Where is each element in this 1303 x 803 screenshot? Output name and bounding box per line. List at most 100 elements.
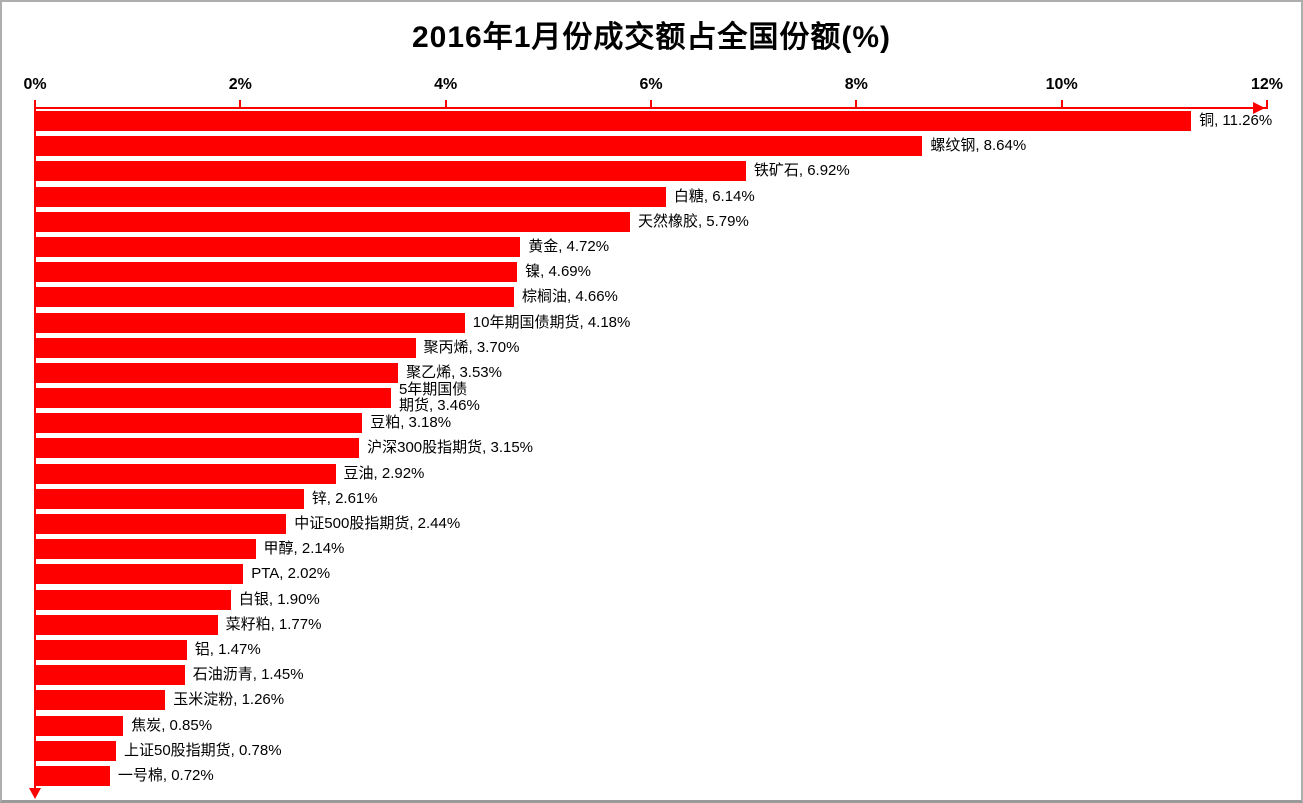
- bar-label: 白银, 1.90%: [238, 590, 320, 608]
- bar-label: 铁矿石, 6.92%: [753, 162, 850, 180]
- bar: [36, 262, 518, 283]
- bar: [36, 564, 244, 585]
- bar-row: 锌, 2.61%: [36, 488, 1267, 514]
- bar-row: 5年期国债 期货, 3.46%: [36, 382, 1267, 414]
- bar: [36, 161, 746, 182]
- bar: [36, 715, 124, 736]
- bar-row: 焦炭, 0.85%: [36, 715, 1267, 741]
- bar-row: 天然橡胶, 5.79%: [36, 211, 1267, 237]
- bar-row: PTA, 2.02%: [36, 564, 1267, 589]
- bar: [36, 740, 116, 761]
- bar: [36, 413, 363, 434]
- bar-label: 镍, 4.69%: [525, 263, 591, 281]
- x-axis: [34, 100, 1268, 114]
- x-axis-tick-label: 10%: [1045, 76, 1078, 93]
- bar-label: 白糖, 6.14%: [673, 187, 755, 205]
- bar-label: 甲醇, 2.14%: [263, 540, 345, 558]
- bar: [36, 488, 304, 509]
- bar-label: 聚丙烯, 3.70%: [423, 338, 520, 356]
- bar-label: 棕榈油, 4.66%: [522, 288, 618, 306]
- x-axis-arrow-icon: [1253, 102, 1265, 114]
- bar-label: 玉米淀粉, 1.26%: [173, 691, 285, 709]
- x-axis-tick-label: 2%: [228, 76, 252, 93]
- chart-title: 2016年1月份成交额占全国份额(%): [411, 21, 892, 54]
- bar-label: 螺纹钢, 8.64%: [930, 137, 1027, 155]
- bar-label: 沪深300股指期货, 3.15%: [367, 439, 534, 457]
- bar: [36, 111, 1192, 131]
- bar-row: 黄金, 4.72%: [36, 236, 1267, 262]
- bar: [36, 514, 287, 534]
- y-axis: [34, 107, 36, 788]
- bar-row: 玉米淀粉, 1.26%: [36, 690, 1267, 715]
- bar-label: 上证50股指期货, 0.78%: [124, 741, 282, 759]
- x-axis-tick-label: 8%: [844, 76, 868, 93]
- bar-row: 石油沥青, 1.45%: [36, 665, 1267, 690]
- x-axis-tick-label: 0%: [23, 76, 47, 93]
- bar-row: 一号棉, 0.72%: [36, 765, 1267, 791]
- bar-series: 铜, 11.26% 螺纹钢, 8.64% 铁矿石, 6.92% 白糖, 6.14% 天然…: [36, 111, 1272, 791]
- bar-row: 镍, 4.69%: [36, 262, 1267, 287]
- bar-row: 聚乙烯, 3.53%: [36, 362, 1267, 388]
- bar-row: 10年期国债期货, 4.18%: [36, 312, 1267, 338]
- bar-row: 甲醇, 2.14%: [36, 539, 1267, 564]
- bar: [36, 287, 515, 308]
- bar: [36, 463, 336, 484]
- x-axis-tick-label: 12%: [1250, 76, 1284, 93]
- bar-row: 白银, 1.90%: [36, 589, 1267, 615]
- bar-row: 豆油, 2.92%: [36, 463, 1267, 489]
- x-axis-tick-mark: [650, 100, 652, 109]
- bar-row: 上证50股指期货, 0.78%: [36, 740, 1267, 766]
- bar: [36, 312, 465, 333]
- y-axis-arrow-icon: [29, 788, 41, 799]
- x-axis-tick-mark: [444, 100, 447, 109]
- bar-label: PTA, 2.02%: [251, 565, 331, 583]
- bar-row: 中证500股指期货, 2.44%: [36, 514, 1267, 539]
- bar: [36, 665, 185, 686]
- bar-row: 白糖, 6.14%: [36, 186, 1267, 212]
- bar-label: 聚乙烯, 3.53%: [406, 363, 502, 381]
- bar-row: 菜籽粕, 1.77%: [36, 614, 1267, 640]
- bar-row: 沪深300股指期货, 3.15%: [36, 438, 1267, 463]
- bar-row: 铁矿石, 6.92%: [36, 161, 1267, 186]
- bar: [36, 765, 110, 786]
- bar-label: 豆油, 2.92%: [343, 464, 425, 482]
- bar: [36, 186, 666, 207]
- bar: [36, 539, 256, 560]
- bar-row: 铝, 1.47%: [36, 639, 1267, 665]
- bar: [36, 388, 391, 409]
- bar-label: 铜, 11.26%: [1199, 112, 1273, 129]
- bar-label: 铝, 1.47%: [194, 640, 261, 658]
- bar: [36, 337, 416, 358]
- bar-label: 天然橡胶, 5.79%: [637, 212, 749, 230]
- bar-label: 中证500股指期货, 2.44%: [294, 515, 461, 532]
- bar-label: 豆粕, 3.18%: [370, 414, 452, 432]
- bar-row: 棕榈油, 4.66%: [36, 287, 1267, 312]
- bar-row: 豆粕, 3.18%: [36, 413, 1267, 438]
- x-axis-tick-mark: [1266, 100, 1268, 109]
- bar-row: 聚丙烯, 3.70%: [36, 337, 1267, 363]
- bar: [36, 589, 231, 610]
- bar-label: 焦炭, 0.85%: [131, 716, 213, 734]
- x-axis-tick-mark: [239, 100, 242, 109]
- bar: [36, 438, 360, 459]
- bar-label: 菜籽粕, 1.77%: [225, 615, 322, 633]
- bar-label: 石油沥青, 1.45%: [192, 666, 304, 684]
- bar-row: 铜, 11.26%: [36, 111, 1272, 136]
- x-axis-tick-label: 4%: [434, 76, 458, 93]
- bar: [36, 690, 166, 711]
- bar-label: 黄金, 4.72%: [528, 237, 610, 255]
- bar-label: 锌, 2.61%: [311, 489, 378, 507]
- bar-label: 5年期国债 期货, 3.46%: [398, 381, 480, 415]
- bar: [36, 639, 187, 660]
- bar: [36, 136, 923, 157]
- bar-label: 10年期国债期货, 4.18%: [472, 313, 631, 331]
- bar: [36, 614, 218, 635]
- x-axis-tick-mark: [855, 100, 858, 109]
- bar: [36, 211, 630, 232]
- bar-label: 一号棉, 0.72%: [117, 766, 214, 784]
- x-axis-tick-mark: [1060, 100, 1063, 109]
- bar-row: 螺纹钢, 8.64%: [36, 136, 1267, 161]
- bar: [36, 236, 521, 257]
- x-axis-tick-mark: [34, 100, 36, 109]
